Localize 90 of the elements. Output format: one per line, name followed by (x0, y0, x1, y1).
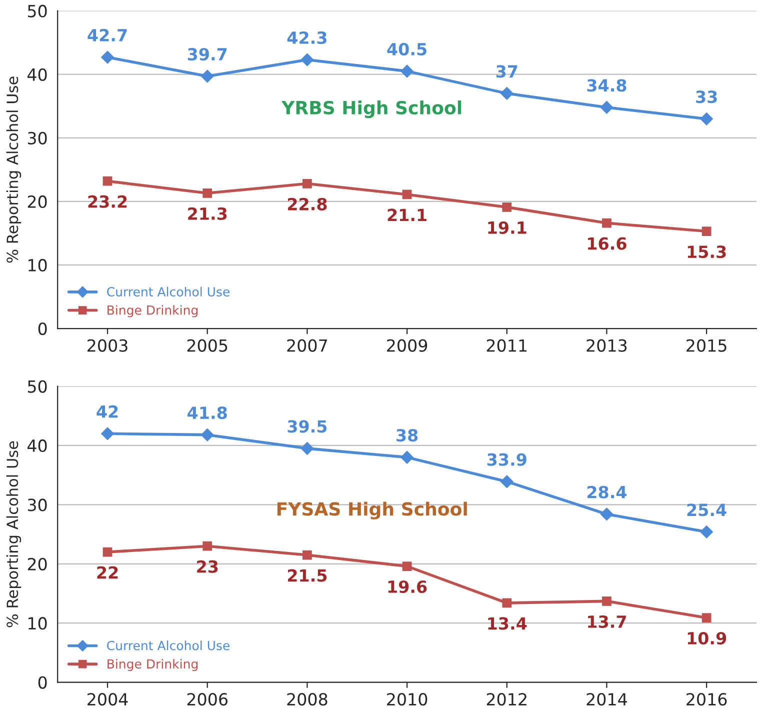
y-axis-title: % Reporting Alcohol Use (6, 76, 22, 263)
point (102, 547, 112, 557)
y-tick-label: 0 (38, 676, 47, 689)
legend-label: Binge Drinking (108, 305, 198, 318)
point (102, 176, 112, 186)
y-tick-label: 10 (28, 617, 47, 630)
data-label: 21.1 (388, 208, 426, 221)
point (600, 508, 614, 521)
point (700, 526, 713, 538)
data-label: 41.8 (188, 406, 227, 420)
data-label: 13.4 (488, 617, 527, 630)
legend-label: Binge Drinking (108, 658, 198, 672)
data-label: 15.3 (688, 245, 726, 258)
point (702, 613, 712, 622)
point (101, 427, 114, 440)
data-label: 10.9 (688, 632, 726, 645)
x-tick-label: 2015 (686, 339, 726, 352)
data-label: 23 (197, 560, 218, 573)
point (502, 202, 512, 212)
y-tick-label: 0 (38, 322, 47, 336)
point (500, 475, 514, 488)
y-tick-label: 50 (28, 4, 47, 18)
point (200, 428, 214, 442)
y-tick-label: 20 (28, 558, 47, 570)
y-tick-label: 30 (28, 498, 47, 512)
x-tick-label: 2004 (88, 693, 128, 706)
data-label: 19.6 (388, 580, 427, 594)
y-axis-title: % Reporting Alcohol Use (6, 441, 22, 628)
data-label: 39.7 (188, 48, 227, 61)
legend-label: Current Alcohol Use (107, 286, 230, 296)
data-label: 34.8 (587, 79, 626, 92)
data-label: 21.3 (188, 207, 227, 220)
data-label: 42.7 (88, 28, 127, 42)
y-tick-label: 40 (27, 68, 47, 81)
annotation: FYSAS High School (277, 502, 467, 520)
x-tick-label: 2012 (486, 693, 526, 706)
x-tick-label: 2009 (387, 339, 428, 352)
data-label: 33 (696, 90, 717, 104)
point (502, 598, 512, 608)
x-tick-label: 2014 (586, 693, 627, 706)
point (602, 218, 612, 228)
point (700, 112, 713, 126)
data-label: 28.4 (587, 486, 627, 498)
data-label: 37 (496, 65, 518, 78)
data-label: 42 (96, 405, 118, 418)
point (300, 442, 314, 455)
point (500, 87, 514, 100)
annotation: YRBS High School (281, 100, 462, 118)
point (400, 450, 414, 464)
data-label: 22 (97, 566, 118, 579)
data-label: 39.5 (288, 420, 327, 433)
x-tick-label: 2016 (686, 693, 727, 706)
point (202, 188, 212, 198)
data-label: 33.9 (487, 453, 526, 466)
data-label: 21.5 (288, 569, 327, 582)
data-label: 22.8 (288, 198, 327, 210)
point (200, 70, 214, 83)
data-label: 13.7 (588, 615, 626, 628)
point (600, 100, 614, 114)
x-tick-label: 2003 (88, 339, 128, 352)
point (302, 178, 312, 188)
point (402, 562, 412, 571)
data-label: 16.6 (588, 237, 626, 250)
data-label: 25.4 (687, 504, 726, 516)
data-label: 19.1 (488, 221, 526, 234)
data-label: 40.5 (387, 42, 426, 56)
x-tick-label: 2011 (486, 339, 527, 352)
y-tick-label: 50 (28, 380, 47, 393)
point (602, 596, 612, 606)
point (300, 53, 314, 66)
x-tick-label: 2010 (387, 693, 428, 706)
legend-label: Current Alcohol Use (107, 640, 230, 650)
x-tick-label: 2006 (187, 693, 228, 706)
point (402, 190, 412, 200)
x-tick-label: 2008 (287, 693, 328, 706)
data-label: 42.3 (287, 31, 326, 44)
x-tick-label: 2013 (586, 339, 627, 352)
y-tick-label: 40 (27, 439, 47, 452)
data-label: 38 (396, 428, 418, 442)
point (202, 541, 212, 551)
y-tick-label: 30 (28, 132, 47, 144)
point (101, 50, 114, 64)
x-tick-label: 2005 (187, 339, 228, 352)
data-label: 23.2 (88, 195, 127, 208)
point (400, 64, 414, 78)
y-tick-label: 20 (28, 195, 47, 208)
point (302, 550, 312, 560)
y-tick-label: 10 (28, 258, 47, 272)
point (702, 226, 712, 236)
x-tick-label: 2007 (287, 339, 327, 352)
